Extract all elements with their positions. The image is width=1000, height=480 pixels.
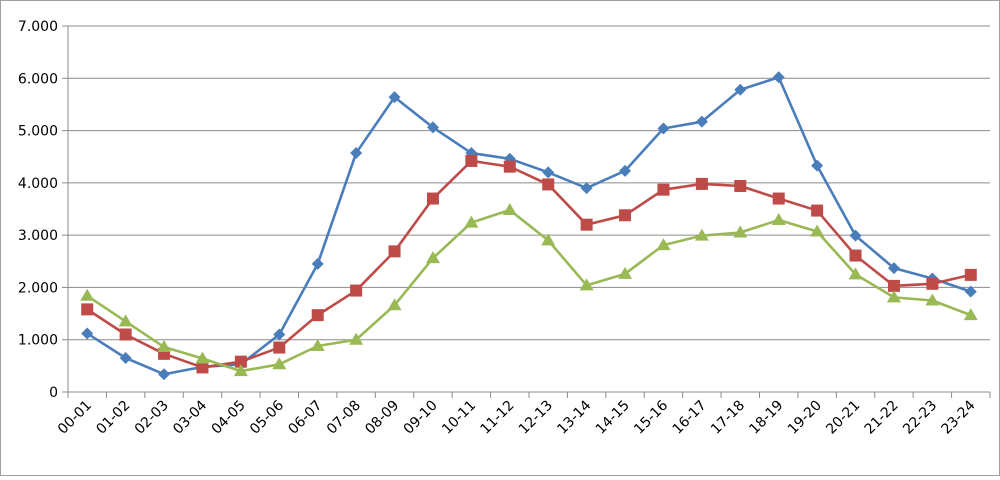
- data-point-square: [234, 355, 247, 368]
- y-tick-label: 6.000: [18, 71, 58, 87]
- gridlines: [68, 25, 990, 341]
- data-point-square: [542, 178, 555, 191]
- data-point-square: [926, 277, 939, 290]
- data-point-triangle: [80, 288, 95, 301]
- data-point-triangle: [618, 266, 633, 279]
- data-point-diamond: [426, 121, 439, 134]
- y-tick-label: 4.000: [18, 176, 58, 192]
- data-point-diamond: [811, 159, 824, 172]
- data-point-square: [887, 279, 900, 292]
- data-point-square: [350, 284, 363, 297]
- data-point-diamond: [772, 71, 785, 84]
- data-point-triangle: [502, 203, 517, 216]
- data-point-diamond: [619, 164, 632, 177]
- data-point-triangle: [925, 293, 940, 306]
- data-point-triangle: [310, 338, 325, 351]
- data-point-diamond: [887, 262, 900, 275]
- data-point-square: [695, 177, 708, 190]
- series-3: [80, 203, 978, 377]
- data-point-triangle: [771, 212, 786, 225]
- data-point-square: [849, 249, 862, 262]
- series-line: [86, 159, 972, 369]
- data-point-diamond: [964, 285, 977, 298]
- data-point-square: [311, 309, 324, 322]
- data-point-square: [119, 328, 132, 341]
- data-point-square: [388, 245, 401, 258]
- data-point-square: [619, 209, 632, 222]
- data-point-diamond: [158, 368, 171, 381]
- data-point-triangle: [810, 224, 825, 237]
- series-line: [86, 208, 972, 373]
- data-point-square: [964, 268, 977, 281]
- y-tick-label: 1.000: [18, 333, 58, 349]
- data-point-diamond: [350, 147, 363, 160]
- data-point-triangle: [541, 233, 556, 246]
- y-tick-label: 3.000: [18, 228, 58, 244]
- data-point-diamond: [734, 83, 747, 96]
- data-point-diamond: [695, 115, 708, 128]
- data-point-diamond: [81, 327, 94, 340]
- data-point-square: [465, 154, 478, 167]
- data-point-triangle: [733, 225, 748, 238]
- data-point-square: [196, 361, 209, 374]
- data-point-square: [273, 341, 286, 354]
- y-tick-label: 7.000: [18, 19, 58, 35]
- data-point-triangle: [886, 290, 901, 303]
- axes: [62, 25, 991, 398]
- data-point-square: [503, 160, 516, 173]
- data-point-diamond: [273, 328, 286, 341]
- y-tick-label: 5.000: [18, 124, 58, 140]
- data-point-diamond: [657, 122, 670, 135]
- data-point-square: [734, 179, 747, 192]
- series: [80, 71, 978, 381]
- data-point-square: [811, 204, 824, 217]
- data-point-diamond: [849, 229, 862, 242]
- series-line: [86, 75, 972, 376]
- data-point-triangle: [848, 267, 863, 280]
- data-point-triangle: [118, 314, 133, 327]
- data-point-triangle: [963, 308, 978, 321]
- data-point-triangle: [195, 351, 210, 364]
- y-tick-label: 0: [49, 385, 58, 401]
- data-point-triangle: [425, 251, 440, 264]
- data-point-triangle: [694, 228, 709, 241]
- data-point-triangle: [387, 298, 402, 311]
- y-tick-label: 2.000: [18, 280, 58, 296]
- data-point-triangle: [157, 340, 172, 353]
- data-point-triangle: [349, 332, 364, 345]
- data-point-square: [580, 218, 593, 231]
- data-point-square: [426, 192, 439, 205]
- y-tick-labels: 0 1.000 2.000 3.000 4.000 5.000 6.000 7.000: [18, 19, 58, 401]
- data-point-square: [81, 303, 94, 316]
- data-point-square: [657, 183, 670, 196]
- data-point-diamond: [311, 257, 324, 270]
- data-point-triangle: [579, 278, 594, 291]
- data-point-triangle: [233, 364, 248, 377]
- data-point-diamond: [542, 166, 555, 179]
- data-point-triangle: [656, 238, 671, 251]
- data-point-diamond: [580, 182, 593, 195]
- data-point-diamond: [119, 352, 132, 365]
- data-point-diamond: [388, 91, 401, 104]
- data-point-triangle: [272, 357, 287, 370]
- data-point-square: [772, 192, 785, 205]
- data-point-triangle: [464, 215, 479, 228]
